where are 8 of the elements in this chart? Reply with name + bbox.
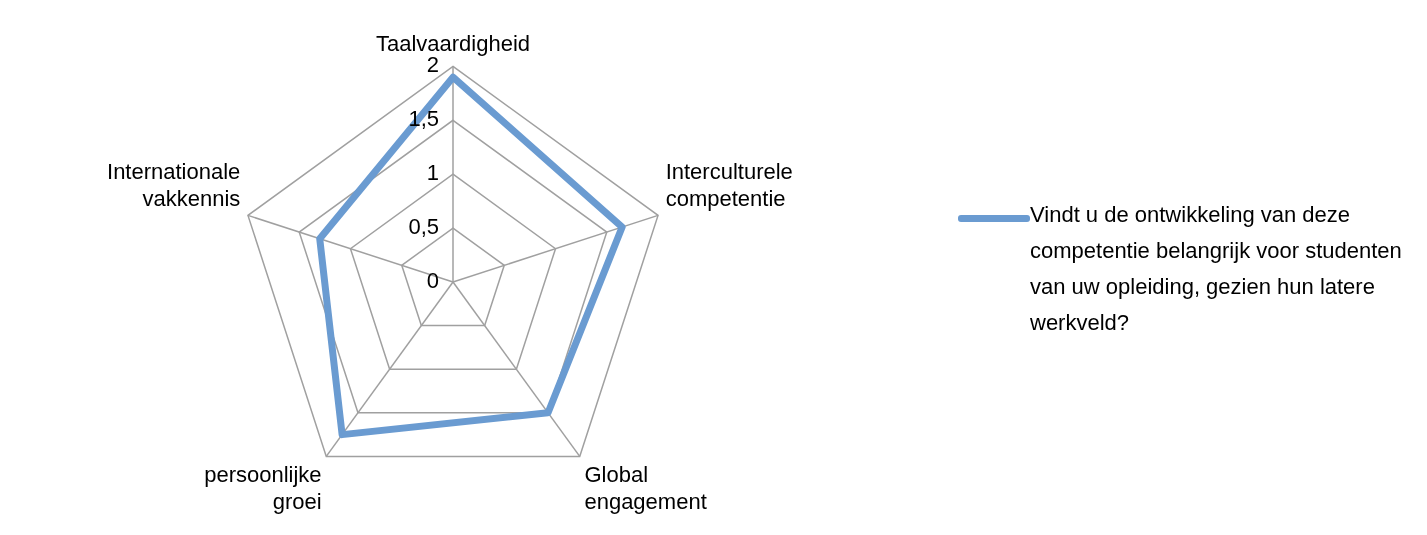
y-tick-label: 0 xyxy=(426,268,439,294)
spoke-label: persoonlijke groei xyxy=(204,462,322,514)
spoke-label: Global engagement xyxy=(584,462,707,514)
y-tick-label: 0,5 xyxy=(408,214,439,240)
legend-label: Vindt u de ontwikkeling van deze competentie belangrijk voor studenten van uw opleiding, gezien hun latere werkveld? xyxy=(1030,201,1403,337)
spoke-label: Interculturele competentie xyxy=(665,159,793,211)
y-tick-label: 1 xyxy=(426,160,439,186)
spoke-label: Internationale vakkennis xyxy=(107,159,241,211)
